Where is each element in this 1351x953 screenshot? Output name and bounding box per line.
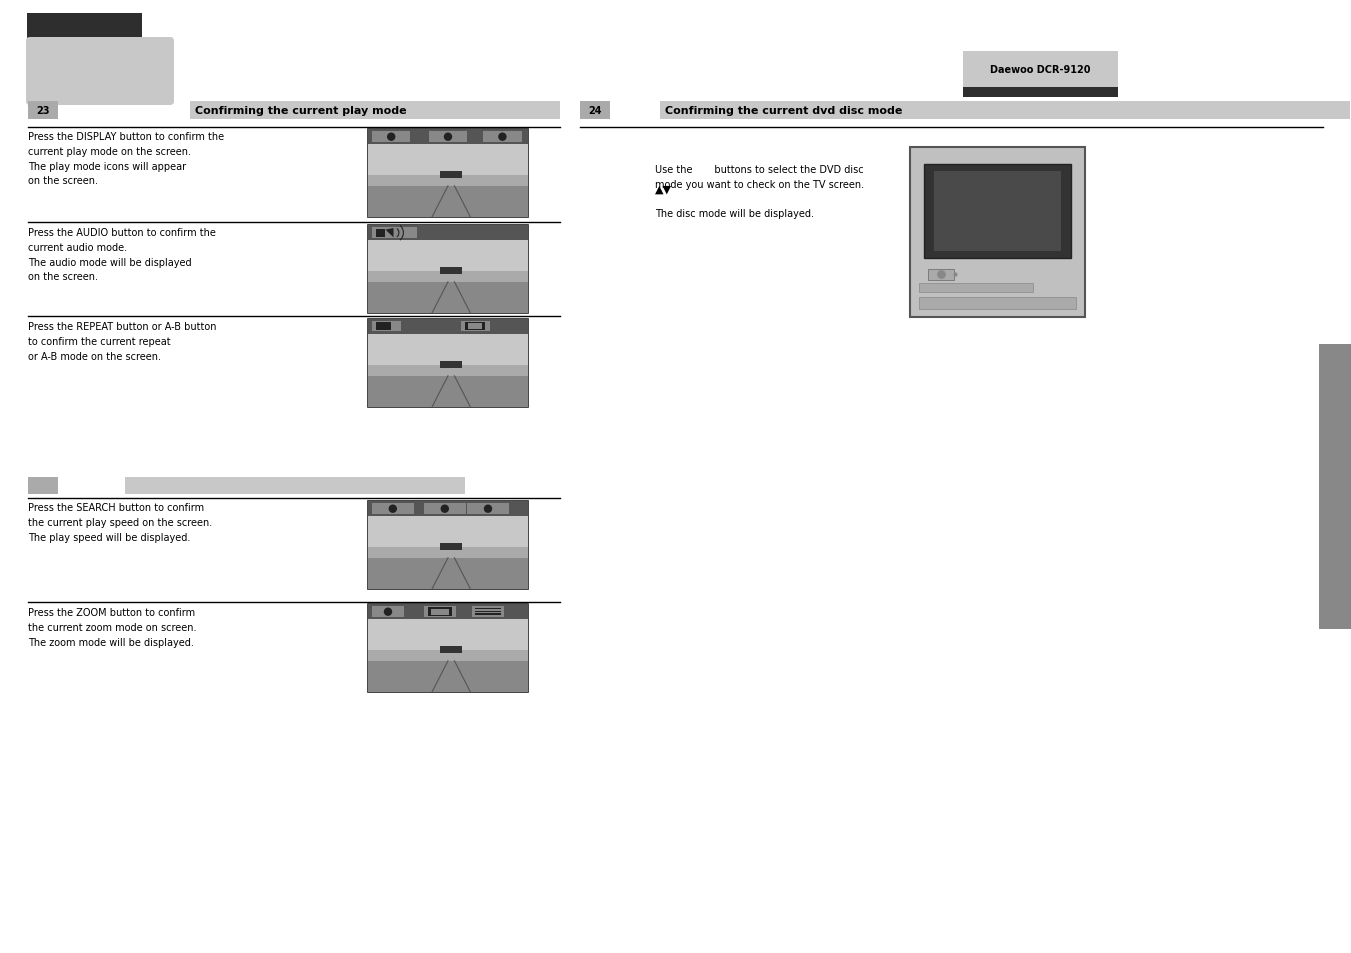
Circle shape (499, 133, 507, 142)
Circle shape (386, 133, 396, 142)
Bar (367, 547, 528, 558)
Bar (367, 282, 528, 314)
Text: ▲▼: ▲▼ (655, 185, 671, 194)
Bar (476, 611, 501, 613)
Bar (431, 609, 449, 615)
Bar (372, 503, 413, 515)
Text: 24: 24 (588, 106, 601, 116)
Bar (372, 132, 411, 143)
Bar (28, 477, 58, 495)
Bar (440, 172, 462, 179)
Bar (484, 132, 521, 143)
FancyBboxPatch shape (911, 148, 1085, 317)
Bar (465, 323, 485, 331)
Bar (367, 319, 528, 335)
Bar (367, 661, 528, 692)
Bar (190, 102, 561, 120)
Text: Press the DISPLAY button to confirm the
current play mode on the screen.
The pla: Press the DISPLAY button to confirm the … (28, 132, 224, 186)
Bar (467, 324, 482, 330)
Bar (367, 187, 528, 218)
Bar (367, 366, 528, 376)
Bar (467, 503, 509, 515)
Bar (367, 604, 528, 692)
Bar (476, 614, 501, 616)
Bar (367, 335, 528, 366)
Bar (476, 608, 501, 610)
Text: Confirming the current dvd disc mode: Confirming the current dvd disc mode (665, 106, 902, 116)
FancyBboxPatch shape (26, 38, 174, 106)
Bar (367, 501, 528, 517)
Bar (440, 647, 462, 654)
Bar (367, 501, 528, 589)
Bar (367, 517, 528, 547)
Bar (963, 88, 1119, 98)
Bar (440, 362, 462, 369)
Bar (963, 52, 1119, 91)
Text: Press the REPEAT button or A-B button
to confirm the current repeat
or A-B mode : Press the REPEAT button or A-B button to… (28, 322, 216, 361)
Bar (919, 297, 1077, 309)
Bar (28, 102, 58, 120)
Circle shape (389, 505, 397, 514)
Bar (367, 226, 528, 314)
Bar (367, 226, 528, 241)
Bar (367, 558, 528, 589)
Bar (367, 241, 528, 272)
Polygon shape (385, 229, 393, 238)
Circle shape (484, 505, 492, 514)
Bar (377, 230, 385, 237)
Bar (367, 130, 528, 145)
Text: Use the       buttons to select the DVD disc
mode you want to check on the TV sc: Use the buttons to select the DVD disc m… (655, 165, 865, 219)
Bar (367, 619, 528, 650)
Bar (471, 606, 504, 618)
Text: Daewoo DCR-9120: Daewoo DCR-9120 (990, 65, 1090, 75)
Bar (1319, 345, 1351, 629)
Bar (367, 376, 528, 408)
Bar (27, 14, 142, 64)
Bar (372, 322, 401, 332)
Text: 23: 23 (36, 106, 50, 116)
Text: Press the AUDIO button to confirm the
current audio mode.
The audio mode will be: Press the AUDIO button to confirm the cu… (28, 228, 216, 282)
Text: Confirming the current play mode: Confirming the current play mode (195, 106, 407, 116)
Text: Press the ZOOM button to confirm
the current zoom mode on screen.
The zoom mode : Press the ZOOM button to confirm the cur… (28, 607, 196, 647)
Bar (580, 102, 611, 120)
Bar (440, 268, 462, 275)
Bar (367, 272, 528, 282)
Bar (367, 650, 528, 661)
Bar (928, 270, 954, 280)
Circle shape (440, 505, 449, 514)
Bar (367, 604, 528, 619)
Bar (126, 477, 465, 495)
Circle shape (384, 608, 392, 617)
Bar (367, 319, 528, 408)
Bar (661, 102, 1350, 120)
Text: Press the SEARCH button to confirm
the current play speed on the screen.
The pla: Press the SEARCH button to confirm the c… (28, 502, 212, 542)
Bar (372, 606, 404, 618)
Bar (428, 132, 467, 143)
Bar (424, 606, 457, 618)
Bar (919, 284, 1032, 293)
Bar (428, 608, 453, 617)
Bar (924, 165, 1071, 258)
Bar (377, 322, 390, 331)
Bar (367, 175, 528, 187)
Bar (372, 228, 417, 239)
Circle shape (938, 271, 946, 279)
Circle shape (954, 274, 958, 277)
Bar (440, 544, 462, 551)
Bar (935, 172, 1061, 252)
Bar (424, 503, 466, 515)
Circle shape (443, 133, 453, 142)
Bar (461, 322, 489, 332)
Bar (367, 145, 528, 175)
Bar (367, 130, 528, 218)
